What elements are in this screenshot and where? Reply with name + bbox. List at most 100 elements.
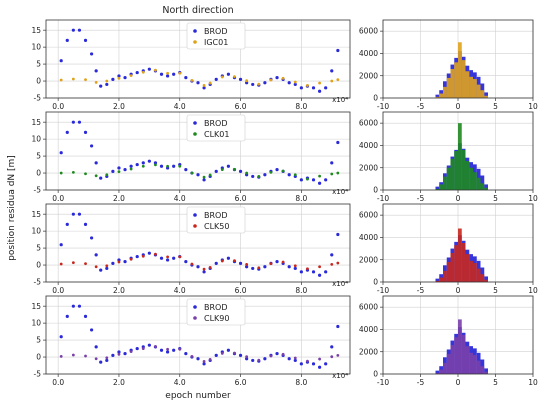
- data-point: [117, 260, 121, 264]
- data-point: [318, 265, 321, 269]
- data-point: [59, 59, 63, 63]
- timeseries-3: 0.0 2.0 4.0 6.0 8.0 -5 0 5 10 15 x10⁴ BROD CLK50: [31, 203, 351, 295]
- hist-bar: [476, 84, 481, 98]
- data-point: [105, 266, 109, 271]
- data-point: [306, 267, 309, 271]
- data-point: [208, 358, 212, 361]
- hist-bar: [446, 77, 451, 98]
- y-tick-label: 2000: [359, 255, 378, 264]
- data-point: [77, 120, 82, 124]
- data-point: [71, 212, 75, 216]
- data-point: [65, 222, 69, 226]
- legend-label: BROD: [204, 303, 228, 312]
- data-point: [99, 176, 103, 180]
- data-point: [202, 175, 206, 179]
- data-point: [190, 78, 194, 82]
- legend-marker: [193, 132, 197, 136]
- hist-bar: [435, 278, 440, 282]
- data-point: [318, 357, 321, 361]
- hist-bar: [443, 270, 447, 282]
- series-clk50: [435, 228, 488, 282]
- data-point: [135, 70, 139, 75]
- data-point: [135, 254, 139, 259]
- hist-bar: [458, 42, 462, 98]
- data-point: [263, 173, 267, 177]
- x-tick-label: 5: [493, 194, 498, 203]
- series-igc01: [435, 42, 488, 98]
- data-point: [90, 236, 94, 240]
- series-clk90: [435, 319, 488, 374]
- hist-bar: [458, 123, 462, 190]
- data-point: [111, 169, 115, 173]
- data-point: [90, 52, 94, 56]
- timeseries-1: 0.0 2.0 4.0 6.0 8.0 -5 0 5 10 15 x10⁴ BROD IGC01: [31, 19, 351, 111]
- data-point: [311, 270, 316, 274]
- hist-bar: [484, 95, 488, 98]
- hist-bar: [480, 90, 485, 98]
- data-point: [99, 268, 103, 272]
- x-exponent-label: x10⁴: [332, 96, 348, 104]
- data-point: [172, 256, 176, 260]
- hist-bar: [458, 319, 462, 374]
- hist-bar: [469, 260, 473, 282]
- data-point: [202, 267, 206, 271]
- data-point: [59, 151, 63, 155]
- data-point: [166, 164, 170, 168]
- data-point: [178, 71, 182, 75]
- data-point: [71, 304, 75, 308]
- data-point: [196, 357, 200, 361]
- data-point: [105, 264, 109, 268]
- data-point: [306, 359, 309, 363]
- data-point: [135, 346, 139, 351]
- data-point: [111, 353, 115, 357]
- data-point: [71, 353, 75, 357]
- x-tick-label: 10: [528, 102, 538, 111]
- hist-bar: [465, 161, 470, 190]
- data-point: [214, 353, 218, 357]
- data-point: [257, 175, 261, 178]
- data-point: [238, 77, 243, 81]
- data-point: [324, 86, 328, 90]
- legend-box: [186, 22, 246, 50]
- data-point: [245, 171, 249, 175]
- hist-bar: [480, 183, 485, 190]
- hist-bar: [484, 92, 488, 98]
- hist-bar: [435, 186, 440, 190]
- hist-bar: [461, 243, 466, 282]
- data-point: [77, 212, 82, 216]
- data-point: [318, 81, 321, 85]
- data-point: [238, 261, 243, 265]
- data-point: [336, 232, 340, 237]
- legend-marker: [193, 316, 197, 320]
- data-point: [65, 38, 69, 42]
- hist-bar: [450, 345, 455, 374]
- hist-bar: [484, 368, 488, 374]
- hist-bar: [480, 274, 485, 282]
- hist-bar: [435, 96, 440, 98]
- y-tick-label: 0: [36, 261, 41, 270]
- data-point: [269, 170, 273, 174]
- y-tick-label: 2000: [359, 71, 378, 80]
- data-point: [123, 76, 127, 80]
- data-point: [220, 259, 224, 263]
- hist-bar: [484, 371, 488, 374]
- x-tick-label: 2.0: [113, 102, 125, 111]
- data-point: [293, 82, 297, 87]
- y-tick-label: 2000: [359, 163, 378, 172]
- x-axis-label: epoch number: [165, 391, 231, 401]
- legend: BROD CLK50: [186, 206, 246, 234]
- hist-bar: [435, 370, 440, 374]
- data-point: [135, 162, 139, 167]
- data-point: [94, 69, 98, 73]
- data-point: [147, 343, 151, 347]
- data-point: [208, 81, 212, 85]
- data-point: [336, 78, 340, 82]
- data-point: [233, 351, 236, 355]
- histogram-3: -10 -5 0 5 10 0 2000 4000 6000: [359, 203, 538, 295]
- data-point: [166, 255, 170, 259]
- series-clk90: [59, 345, 340, 363]
- x-tick-label: -5: [417, 378, 425, 387]
- data-point: [178, 347, 182, 351]
- data-point: [84, 172, 87, 176]
